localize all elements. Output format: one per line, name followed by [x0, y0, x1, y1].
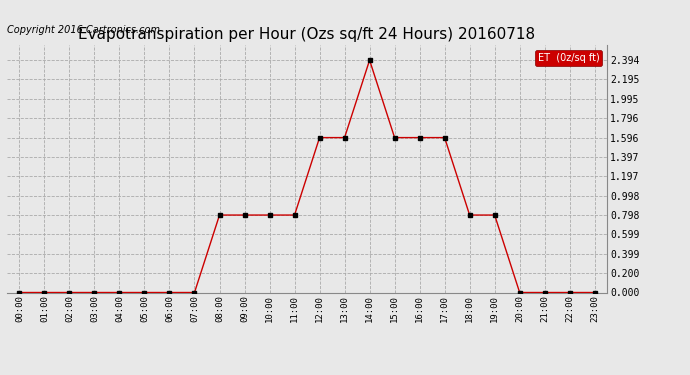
Legend: ET  (0z/sq ft): ET (0z/sq ft) [535, 50, 602, 66]
Title: Evapotranspiration per Hour (Ozs sq/ft 24 Hours) 20160718: Evapotranspiration per Hour (Ozs sq/ft 2… [79, 27, 535, 42]
Text: Copyright 2016 Cartronics.com: Copyright 2016 Cartronics.com [7, 25, 160, 35]
